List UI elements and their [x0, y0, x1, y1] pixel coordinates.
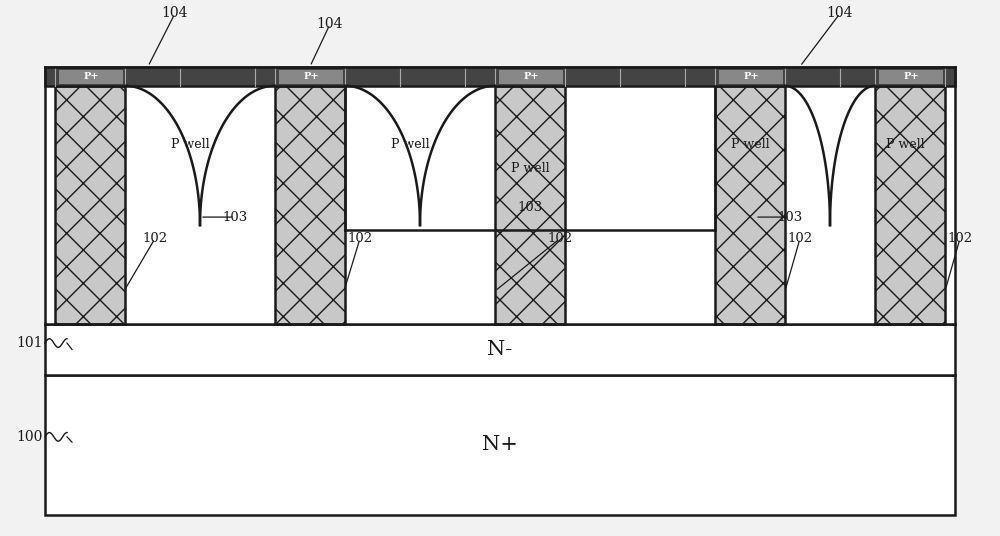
Text: 100: 100: [17, 430, 43, 444]
Bar: [45, 67, 955, 324]
Text: 101: 101: [17, 336, 43, 350]
Bar: [879, 70, 943, 84]
Text: N+: N+: [482, 435, 518, 455]
Text: P well: P well: [511, 162, 549, 175]
Bar: [719, 70, 783, 84]
Bar: [55, 86, 125, 324]
Text: 102: 102: [347, 232, 373, 245]
Text: 104: 104: [317, 17, 343, 31]
Bar: [715, 86, 785, 324]
Text: 103: 103: [517, 202, 543, 214]
Text: P well: P well: [886, 138, 924, 151]
Text: 102: 102: [787, 232, 813, 245]
Text: P+: P+: [903, 72, 919, 81]
Text: 104: 104: [162, 6, 188, 20]
Bar: [59, 70, 123, 84]
Bar: [875, 86, 945, 324]
Text: 104: 104: [827, 6, 853, 20]
Text: 102: 102: [142, 232, 168, 245]
Text: 103: 103: [777, 211, 803, 224]
Text: 102: 102: [947, 232, 973, 245]
Bar: [275, 86, 345, 324]
Bar: [279, 70, 343, 84]
Bar: [45, 67, 955, 86]
Text: P+: P+: [83, 72, 99, 81]
Text: P+: P+: [743, 72, 759, 81]
Bar: [495, 86, 565, 324]
Text: P well: P well: [391, 138, 429, 151]
Text: P+: P+: [303, 72, 319, 81]
Bar: [345, 86, 715, 230]
Text: 103: 103: [222, 211, 248, 224]
Bar: [45, 324, 955, 375]
Text: P+: P+: [523, 72, 539, 81]
Text: N-: N-: [487, 340, 513, 359]
Text: P well: P well: [171, 138, 209, 151]
Text: 102: 102: [547, 232, 573, 245]
Bar: [499, 70, 563, 84]
Bar: [45, 375, 955, 515]
Text: P well: P well: [731, 138, 769, 151]
